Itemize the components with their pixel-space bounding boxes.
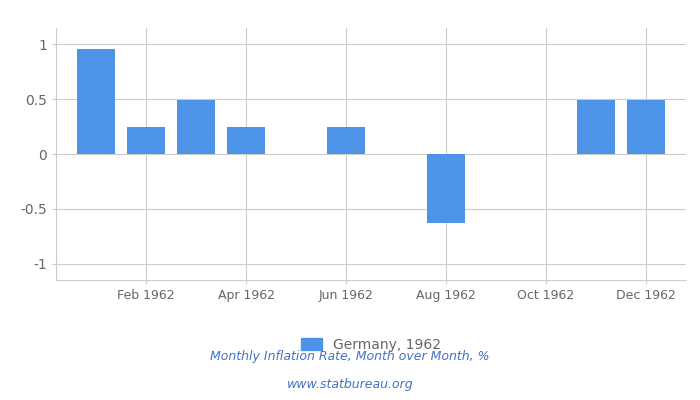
- Bar: [627, 100, 665, 154]
- Bar: [177, 100, 215, 154]
- Bar: [77, 49, 115, 154]
- Legend: Germany, 1962: Germany, 1962: [295, 332, 447, 358]
- Bar: [578, 100, 615, 154]
- Bar: [328, 127, 365, 154]
- Bar: [127, 127, 164, 154]
- Text: Monthly Inflation Rate, Month over Month, %: Monthly Inflation Rate, Month over Month…: [210, 350, 490, 363]
- Text: www.statbureau.org: www.statbureau.org: [287, 378, 413, 391]
- Bar: [228, 127, 265, 154]
- Bar: [427, 154, 465, 223]
